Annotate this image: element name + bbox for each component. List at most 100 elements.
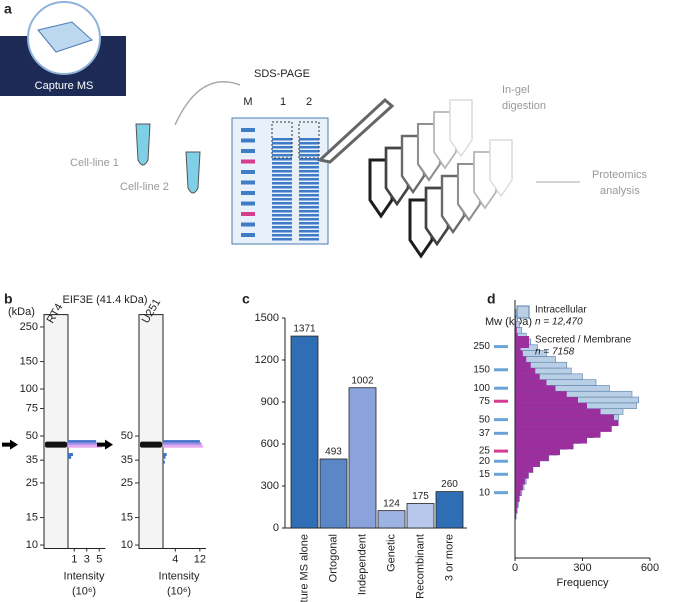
y-tick-label: 1200 [255, 354, 279, 366]
lane-band [299, 182, 319, 185]
lane-band [272, 178, 292, 181]
ladder-band [494, 472, 508, 476]
histogram-bar [515, 391, 567, 398]
bar [435, 491, 464, 529]
x-tick-label: Independent [356, 534, 368, 595]
intensity-bar [163, 455, 166, 459]
lane-band [272, 218, 292, 221]
legend-label: Intracellular [535, 305, 587, 316]
axis-title: Intensity [159, 570, 200, 582]
value-label: 1002 [351, 375, 374, 386]
tube [449, 99, 473, 158]
arrow [174, 81, 241, 126]
x-tick-label: 300 [573, 562, 591, 574]
lane-band [299, 138, 319, 141]
scalpel [316, 97, 395, 164]
lane-band [299, 226, 319, 229]
y-tick-label: 600 [261, 438, 279, 450]
x-tick-label: Ortogonal [327, 534, 339, 582]
y-tick-label: 250 [473, 341, 490, 352]
lane-band [272, 198, 292, 201]
y-tick-label: 10 [479, 487, 491, 498]
value-label: 493 [325, 447, 342, 458]
y-tick-label: 1500 [255, 312, 279, 324]
lane-label: M [243, 96, 252, 108]
lane-label: 1 [280, 96, 286, 108]
capture-title: Capture MS [35, 80, 94, 92]
x-tick-label: 0 [512, 562, 518, 574]
histogram-bar [515, 460, 540, 467]
x-tick-label: Capture MS alone [298, 534, 310, 602]
lane-box [271, 121, 293, 159]
y-tick-label: 100 [473, 383, 490, 394]
lane-band [272, 226, 292, 229]
lane-band [299, 238, 319, 241]
histogram-bar [515, 472, 529, 479]
y-tick-label: 900 [261, 396, 279, 408]
y-tick-label: 75 [26, 402, 38, 414]
legend-label: n = 7158 [535, 347, 575, 358]
ladder-band [241, 128, 255, 132]
histogram-bar [515, 402, 587, 409]
histogram-bar [515, 466, 533, 473]
ladder-band [494, 368, 508, 372]
legend-label: Secreted / Membrane [535, 335, 632, 346]
y-tick-label: 100 [20, 383, 38, 395]
lane-band [299, 158, 319, 161]
arrow [97, 439, 113, 450]
y-tick-label: 25 [26, 477, 38, 489]
tube [489, 139, 513, 198]
lane-band [272, 154, 292, 157]
lane-band [272, 234, 292, 237]
panel-label: a [4, 1, 12, 17]
y-tick-label: 37 [479, 428, 491, 439]
lane-band [299, 234, 319, 237]
intensity-bar [68, 453, 73, 457]
histogram-bar [515, 420, 619, 427]
y-tick-label: 20 [479, 456, 491, 467]
bar [377, 510, 406, 529]
step-label: Proteomics [592, 169, 648, 181]
x-tick-label: 600 [641, 562, 659, 574]
lane-band [299, 186, 319, 189]
y-tick-label: 150 [20, 355, 38, 367]
lane-band [299, 230, 319, 233]
histogram-bar [515, 321, 517, 328]
lane-band [299, 170, 319, 173]
y-tick-label: 50 [121, 430, 133, 442]
lane-band [299, 190, 319, 193]
legend-swatch [516, 305, 530, 319]
lane-band [272, 186, 292, 189]
x-tick-label: 3 [84, 553, 90, 565]
histogram-bar [515, 408, 601, 415]
histogram-bar [515, 489, 521, 496]
chart-title: EIF3E (41.4 kDa) [63, 294, 148, 306]
y-tick-label: 250 [20, 321, 38, 333]
histogram-bar [515, 414, 614, 421]
histogram-bar [515, 327, 517, 334]
lane-band [299, 198, 319, 201]
histogram-bar [515, 431, 601, 438]
histogram-bar [515, 484, 523, 490]
lane-band [299, 210, 319, 213]
y-tick-label: 35 [121, 454, 133, 466]
intensity-bar [68, 440, 97, 444]
histogram-bar [515, 455, 549, 461]
panel-a: a Capture MS Cell-line 1 Cell-line 2 SDS… [0, 1, 648, 259]
y-tick-label: 10 [26, 539, 38, 551]
lane-band [272, 190, 292, 193]
histogram-bar [515, 478, 526, 485]
histogram-bar [515, 397, 578, 403]
intensity-bar [68, 442, 100, 446]
ladder-band [241, 180, 255, 185]
tube [185, 151, 201, 194]
lane-band [299, 206, 319, 209]
lane-band [299, 174, 319, 177]
lane-band [272, 150, 292, 153]
legend-label: n = 12,470 [535, 317, 583, 328]
histogram-bar [515, 373, 540, 380]
histogram-bar [515, 443, 574, 450]
lane-band [272, 182, 292, 185]
